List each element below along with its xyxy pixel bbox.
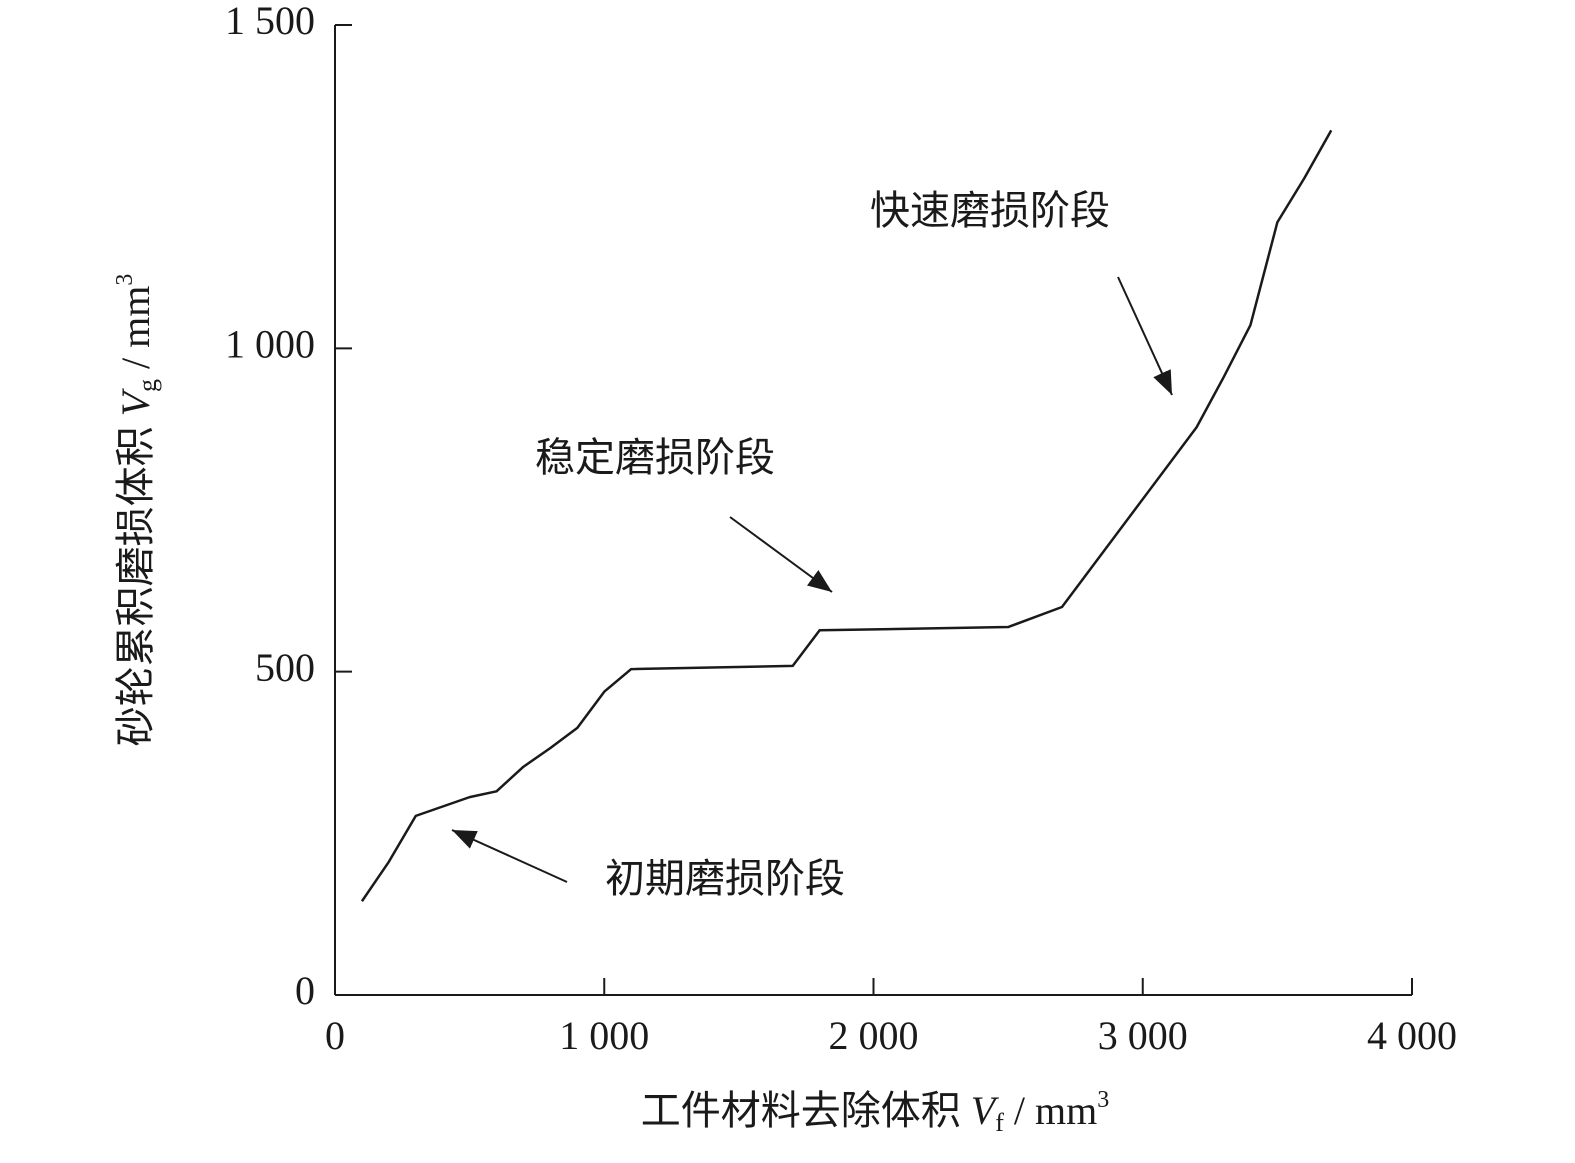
x-tick-label: 2 000 xyxy=(829,1013,919,1058)
y-axis-label: 砂轮累积磨损体积 Vg / mm3 xyxy=(112,274,162,747)
x-tick-label: 0 xyxy=(325,1013,345,1058)
label-part: g xyxy=(133,379,162,392)
y-tick-label: 0 xyxy=(295,968,315,1013)
x-tick-label: 1 000 xyxy=(559,1013,649,1058)
y-tick-label: 1 000 xyxy=(225,322,315,367)
label-part: 3 xyxy=(112,274,138,286)
x-tick-label: 4 000 xyxy=(1367,1013,1457,1058)
label-part: 工件材料去除体积 xyxy=(641,1088,971,1133)
annotation: 快速磨损阶段 xyxy=(870,188,1110,233)
label-part: V xyxy=(113,387,158,416)
label-part: V xyxy=(971,1088,1000,1133)
annotation: 初期磨损阶段 xyxy=(605,856,845,901)
data-line xyxy=(360,129,1333,902)
annotation: 稳定磨损阶段 xyxy=(535,435,775,480)
arrow xyxy=(451,829,568,883)
x-tick-label: 3 000 xyxy=(1098,1013,1188,1058)
label-part: / mm xyxy=(113,286,158,379)
y-tick-label: 500 xyxy=(255,645,315,690)
x-axis-label: 工件材料去除体积 Vf / mm3 xyxy=(641,1087,1109,1137)
label-part: f xyxy=(995,1108,1004,1137)
label-part: 3 xyxy=(1097,1087,1109,1113)
y-tick-label: 1 500 xyxy=(225,0,315,43)
arrow xyxy=(729,516,833,593)
arrow xyxy=(1117,276,1173,396)
label-part: / mm xyxy=(1004,1088,1097,1133)
label-part: 砂轮累积磨损体积 xyxy=(113,416,158,746)
